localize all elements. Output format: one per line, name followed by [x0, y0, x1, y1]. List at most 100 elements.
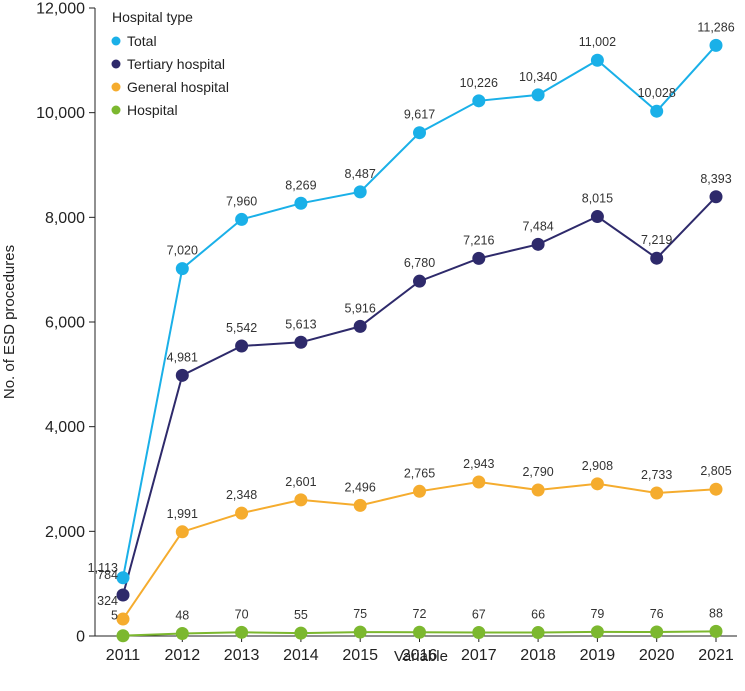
y-tick-label: 10,000 [36, 105, 85, 122]
y-tick-label: 8,000 [45, 210, 85, 227]
data-label-general-hospital: 2,348 [226, 488, 257, 502]
legend-label-general-hospital: General hospital [127, 79, 229, 95]
data-point-total [709, 38, 723, 52]
data-point-hospital [413, 625, 426, 639]
series-tertiary-hospital [116, 190, 723, 602]
data-point-general-hospital [650, 486, 664, 500]
legend-items: Total Tertiary hospital General hospital Ho… [111, 33, 229, 118]
data-point-general-hospital [294, 493, 308, 507]
data-label-general-hospital: 2,943 [463, 457, 494, 471]
x-axis-title: Variable [394, 648, 448, 665]
data-point-tertiary-hospital [472, 251, 486, 265]
y-tick-label: 4,000 [45, 419, 85, 436]
data-point-general-hospital [413, 484, 426, 498]
data-label-total: 7,960 [226, 194, 257, 208]
y-axis-title: No. of ESD procedures [1, 245, 18, 399]
series-general-hospital [116, 475, 723, 626]
data-point-general-hospital [175, 525, 189, 539]
data-label-hospital: 79 [590, 607, 604, 621]
data-label-tertiary-hospital: 6,780 [404, 256, 435, 270]
data-label-general-hospital: 2,733 [641, 468, 672, 482]
x-tick-label: 2019 [580, 647, 616, 664]
y-tick-label: 12,000 [36, 1, 85, 18]
data-point-tertiary-hospital [116, 588, 130, 602]
data-point-total [590, 53, 604, 67]
data-point-general-hospital [235, 506, 249, 520]
data-label-general-hospital: 1,991 [167, 507, 198, 521]
series-line-general-hospital [122, 480, 717, 620]
data-label-hospital: 88 [709, 606, 723, 620]
data-point-total [531, 88, 545, 102]
data-point-tertiary-hospital [413, 274, 426, 288]
data-label-tertiary-hospital: 8,393 [700, 172, 731, 186]
data-label-general-hospital: 2,908 [582, 459, 613, 473]
data-point-tertiary-hospital [175, 368, 189, 382]
x-ticks: 2011 2012 2013 2014 2015 2016 2017 2018 2019 2020… [106, 636, 734, 664]
data-point-hospital [590, 625, 604, 639]
data-label-total: 8,269 [285, 178, 316, 192]
data-label-general-hospital: 2,805 [700, 464, 731, 478]
data-label-tertiary-hospital: 7,216 [463, 233, 494, 247]
y-tick-label: 2,000 [45, 524, 85, 541]
legend-marker-general-hospital [111, 82, 121, 92]
series-group [116, 38, 723, 643]
x-tick-label: 2015 [342, 647, 378, 664]
data-label-hospital: 72 [413, 607, 427, 621]
series-total [116, 38, 723, 585]
data-label-general-hospital: 2,765 [404, 466, 435, 480]
data-point-hospital [235, 625, 249, 639]
data-label-total: 10,226 [460, 76, 498, 90]
data-label-total: 10,340 [519, 70, 557, 84]
data-point-total [413, 126, 426, 140]
y-tick-label: 0 [76, 629, 85, 646]
data-label-tertiary-hospital: 4,981 [167, 350, 198, 364]
data-label-tertiary-hospital: 8,015 [582, 192, 613, 206]
data-label-tertiary-hospital: 5,916 [345, 301, 376, 315]
data-point-hospital [709, 624, 723, 638]
axes [94, 8, 737, 637]
data-label-general-hospital: 2,496 [345, 480, 376, 494]
data-label-tertiary-hospital: 784 [97, 568, 118, 582]
x-tick-label: 2020 [639, 647, 675, 664]
data-point-hospital [294, 626, 308, 640]
data-point-general-hospital [590, 477, 604, 491]
data-label-hospital: 75 [353, 607, 367, 621]
data-label-hospital: 55 [294, 608, 308, 622]
data-point-total [650, 104, 664, 118]
data-point-general-hospital [353, 498, 367, 512]
data-label-general-hospital: 2,601 [285, 475, 316, 489]
legend: Hospital type Total Tertiary hospital Gene… [111, 9, 229, 118]
series-line-total [122, 44, 717, 578]
legend-label-tertiary-hospital: Tertiary hospital [127, 56, 225, 72]
data-point-hospital [353, 625, 367, 639]
x-tick-label: 2018 [520, 647, 556, 664]
y-tick-label: 6,000 [45, 315, 85, 332]
data-point-tertiary-hospital [590, 210, 604, 224]
data-point-general-hospital [116, 612, 130, 626]
series-hospital [116, 624, 723, 643]
data-point-general-hospital [472, 475, 486, 489]
data-label-hospital: 48 [175, 608, 189, 622]
legend-label-total: Total [127, 33, 157, 49]
data-point-hospital [116, 629, 130, 643]
legend-marker-total [111, 36, 121, 46]
legend-marker-hospital [111, 105, 121, 115]
data-point-hospital [650, 625, 664, 639]
data-point-tertiary-hospital [353, 319, 367, 333]
data-label-hospital: 76 [650, 607, 664, 621]
data-labels: 1,113 7,020 7,960 8,269 8,487 9,617 10,226 10,3… [88, 20, 735, 622]
data-label-total: 8,487 [345, 167, 376, 181]
y-ticks: 0 2,000 4,000 6,000 8,000 10,000 12,000 [36, 1, 95, 646]
data-point-total [116, 571, 130, 585]
data-label-total: 1,113 [88, 561, 118, 575]
data-point-total [235, 212, 249, 226]
x-tick-label: 2021 [698, 647, 734, 664]
data-label-total: 11,286 [697, 20, 734, 34]
data-label-total: 10,028 [638, 86, 676, 100]
data-point-general-hospital [709, 482, 723, 496]
data-point-hospital [175, 626, 189, 640]
x-tick-label: 2012 [165, 647, 201, 664]
data-point-hospital [531, 626, 545, 640]
data-point-tertiary-hospital [235, 339, 249, 353]
data-label-total: 7,020 [167, 244, 198, 258]
